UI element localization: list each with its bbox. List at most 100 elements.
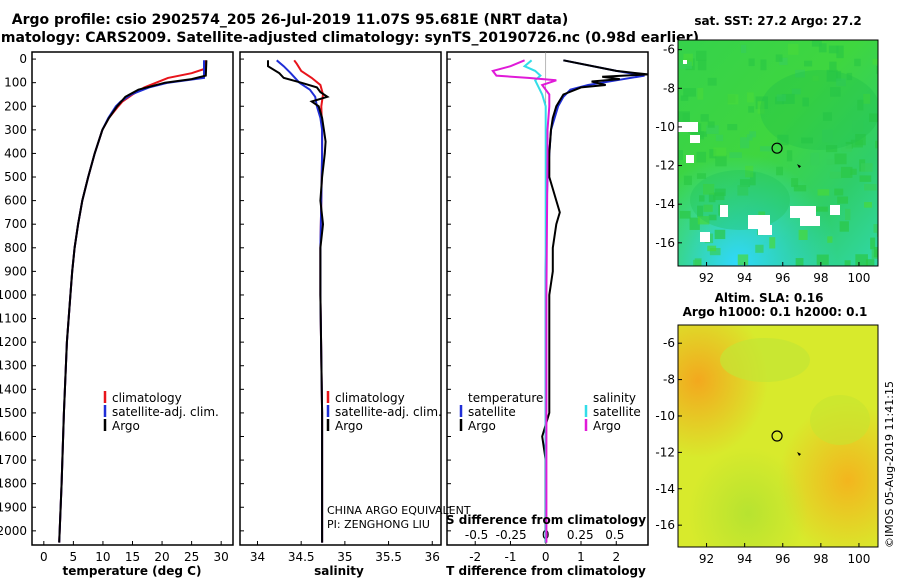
lon-tick-label: 98 xyxy=(813,271,828,285)
x-tick-label: -1 xyxy=(504,550,516,564)
series-line-argo xyxy=(58,60,208,543)
depth-tick-label: 700 xyxy=(4,217,27,231)
x-tick-label: 0 xyxy=(542,550,550,564)
sst-no-data-cell xyxy=(720,205,728,217)
sst-pixel-patch xyxy=(841,143,852,152)
x-tick-label: 2 xyxy=(612,550,620,564)
profile-location-marker xyxy=(771,430,783,442)
s-difference-axis-label: S difference from climatology xyxy=(446,513,646,527)
sst-pixel-patch xyxy=(852,120,864,133)
legend-climatology: climatology xyxy=(112,391,182,405)
depth-axis: 0 100 200 300 400 500 600 700 800 900 1000 1100 1200… xyxy=(0,52,451,538)
sst-pixel-patch xyxy=(713,147,727,157)
legend-satellite: satellite-adj. clim. xyxy=(112,405,219,419)
sst-pixel-patch xyxy=(840,166,853,178)
legend-s-argo: Argo xyxy=(593,419,621,433)
sla-map-field xyxy=(678,325,878,547)
sst-pixel-patch xyxy=(702,183,715,195)
lon-tick-label: 92 xyxy=(699,552,714,566)
sst-pixel-patch xyxy=(827,236,833,243)
x-tick-label: 30 xyxy=(214,550,229,564)
figure-title-line1: Argo profile: csio 2902574_205 26-Jul-20… xyxy=(12,12,568,28)
lat-tick-label: -16 xyxy=(655,518,675,532)
depth-tick-label: 200 xyxy=(4,99,27,113)
sst-pixel-patch xyxy=(739,179,751,188)
sla-field-patch xyxy=(810,395,870,445)
sst-pixel-patch xyxy=(746,134,753,141)
depth-tick-label: 0 xyxy=(19,52,27,66)
depth-tick-label: 400 xyxy=(4,146,27,160)
profile-location-marker xyxy=(771,142,783,154)
sst-pixel-patch xyxy=(795,69,805,78)
sst-pixel-patch xyxy=(696,151,707,163)
sst-pixel-patch xyxy=(825,145,838,153)
sst-pixel-patch xyxy=(715,155,727,167)
sst-pixel-patch xyxy=(836,70,842,81)
legend-climatology: climatology xyxy=(335,391,405,405)
sst-pixel-patch xyxy=(737,254,749,266)
lat-tick-label: -6 xyxy=(663,336,675,350)
sst-pixel-patch xyxy=(801,137,813,144)
depth-tick-label: 300 xyxy=(4,123,27,137)
x-tick-label: 0 xyxy=(40,550,48,564)
sst-no-data-cell xyxy=(678,122,698,132)
lon-tick-label: 94 xyxy=(737,271,752,285)
sst-pixel-patch xyxy=(683,175,692,186)
series-line-climatology xyxy=(293,59,325,543)
depth-tick-label: 900 xyxy=(4,264,27,278)
sst-pixel-patch xyxy=(802,97,809,107)
series-line-satellite xyxy=(58,60,205,543)
depth-tick-label: 1800 xyxy=(0,477,27,491)
sst-pixel-patch xyxy=(839,221,849,232)
sst-pixel-patch xyxy=(812,75,819,82)
sst-pixel-patch xyxy=(691,129,697,139)
x-tick-label: -2 xyxy=(469,550,481,564)
sst-pixel-patch xyxy=(737,185,749,196)
series-line-argo xyxy=(267,60,330,543)
sst-pixel-patch xyxy=(769,237,776,249)
sst-pixel-patch xyxy=(776,94,786,102)
sst-pixel-patch xyxy=(781,93,795,104)
sst-pixel-patch xyxy=(729,152,742,158)
sst-pixel-patch xyxy=(836,78,846,87)
t-difference-axis-label: T difference from climatology xyxy=(446,564,646,578)
lat-tick-label: -10 xyxy=(655,409,675,423)
sst-map-field xyxy=(678,40,878,266)
lat-tick-label: -12 xyxy=(655,445,675,459)
sst-pixel-patch xyxy=(709,149,717,159)
depth-tick-label: 100 xyxy=(4,76,27,90)
sst-pixel-patch xyxy=(850,139,863,148)
sst-pixel-patch xyxy=(697,216,710,225)
sst-pixel-patch xyxy=(714,229,726,240)
sst-pixel-patch xyxy=(708,214,717,221)
sst-pixel-patch xyxy=(755,244,764,253)
depth-tick-label: 1500 xyxy=(0,406,27,420)
figure-title-line2: Climatology: CARS2009. Satellite-adjuste… xyxy=(0,30,699,46)
sst-pixel-patch xyxy=(829,61,837,72)
lat-tick-label: -10 xyxy=(655,120,675,134)
sst-map-title: sat. SST: 27.2 Argo: 27.2 xyxy=(694,14,861,28)
sst-pixel-patch xyxy=(683,53,693,66)
temperature-chart: 0 5 10 15 20 25 30 xyxy=(40,60,229,564)
difference-panel xyxy=(446,51,649,546)
series-line-climatology xyxy=(58,60,207,543)
temperature-legend: climatology satellite-adj. clim. Argo xyxy=(103,391,219,433)
sst-pixel-patch xyxy=(846,72,853,81)
legend-temperature-header: temperature xyxy=(468,391,543,405)
x-tick-label: 34 xyxy=(250,550,265,564)
salinity-chart: 34 34.5 35 35.5 36 xyxy=(250,59,440,564)
sst-pixel-patch xyxy=(715,134,724,142)
sst-no-data-cell xyxy=(700,232,710,242)
sla-map-subtitle: Argo h1000: 0.1 h2000: 0.1 xyxy=(683,305,868,319)
sst-pixel-patch xyxy=(864,202,872,208)
sst-pixel-patch xyxy=(709,247,721,256)
sst-pixel-patch xyxy=(727,94,739,105)
sst-pixel-patch xyxy=(707,245,717,252)
legend-t-satellite: satellite xyxy=(468,405,516,419)
sst-pixel-patch xyxy=(798,229,808,240)
sst-pixel-patch xyxy=(786,150,793,162)
sst-map-axes: -6 -8 -10 -12 -14 -16 92 94 96 98 100 xyxy=(655,43,870,285)
lon-tick-label: 96 xyxy=(775,271,790,285)
sst-no-data-cell xyxy=(686,155,694,163)
sst-pixel-patch xyxy=(859,175,872,182)
